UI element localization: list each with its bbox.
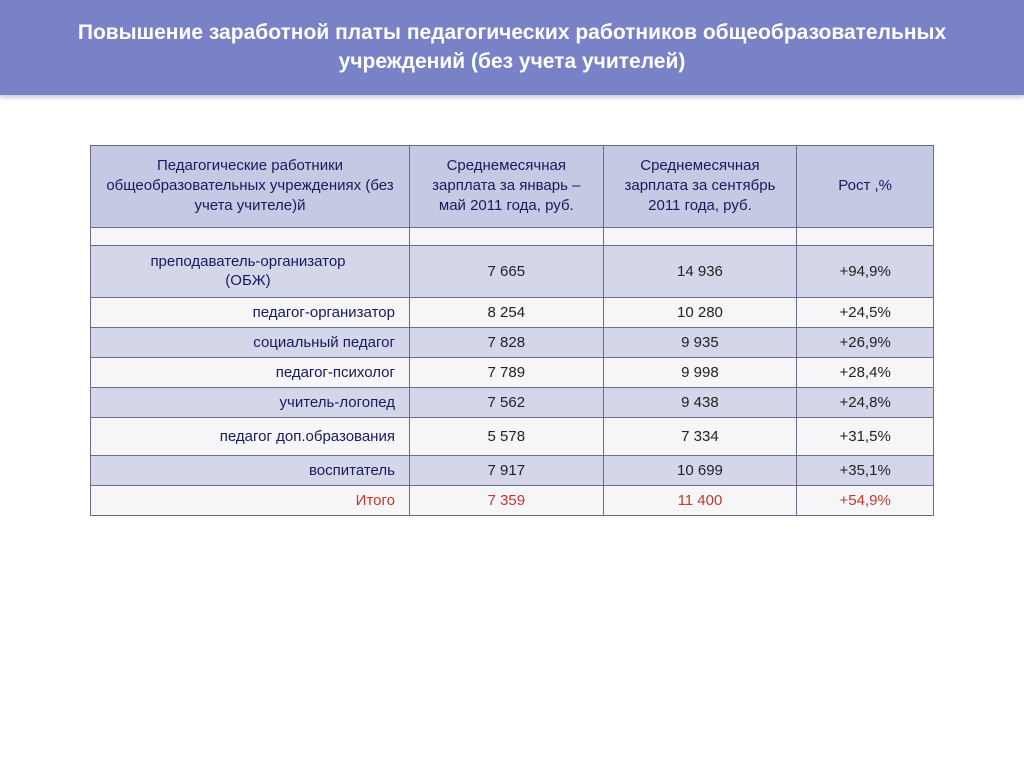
page-title: Повышение заработной платы педагогически…: [0, 0, 1024, 95]
salary-table: Педагогические работники общеобразовател…: [90, 145, 934, 516]
cell-sep: 14 936: [603, 245, 797, 297]
cell-sep: 9 998: [603, 357, 797, 387]
table-row-total: Итого7 35911 400+54,9%: [91, 485, 934, 515]
cell-growth: +24,5%: [797, 297, 934, 327]
cell-sep: 10 699: [603, 455, 797, 485]
cell-jan_may: 7 917: [409, 455, 603, 485]
table-row: педагог доп.образования5 5787 334+31,5%: [91, 417, 934, 455]
row-label: воспитатель: [91, 455, 410, 485]
table-row: преподаватель-организатор(ОБЖ)7 66514 93…: [91, 245, 934, 297]
cell-growth: +24,8%: [797, 387, 934, 417]
row-label: учитель-логопед: [91, 387, 410, 417]
table-body: преподаватель-организатор(ОБЖ)7 66514 93…: [91, 227, 934, 515]
table-header: Педагогические работники общеобразовател…: [91, 145, 934, 227]
row-label: социальный педагог: [91, 327, 410, 357]
cell-growth: +35,1%: [797, 455, 934, 485]
table-row: воспитатель7 91710 699+35,1%: [91, 455, 934, 485]
cell-jan_may: 7 828: [409, 327, 603, 357]
cell: [603, 227, 797, 245]
cell-sep: 10 280: [603, 297, 797, 327]
total-jan_may: 7 359: [409, 485, 603, 515]
cell: [797, 227, 934, 245]
row-label: педагог-организатор: [91, 297, 410, 327]
cell-growth: +31,5%: [797, 417, 934, 455]
col-header-janmay: Среднемесячная зарплата за январь – май …: [409, 145, 603, 227]
total-growth: +54,9%: [797, 485, 934, 515]
table-row: учитель-логопед7 5629 438+24,8%: [91, 387, 934, 417]
table-row: социальный педагог7 8289 935+26,9%: [91, 327, 934, 357]
row-label: педагог-психолог: [91, 357, 410, 387]
total-label: Итого: [91, 485, 410, 515]
cell-growth: +28,4%: [797, 357, 934, 387]
total-sep: 11 400: [603, 485, 797, 515]
cell-sep: 9 438: [603, 387, 797, 417]
table-row: педагог-организатор8 25410 280+24,5%: [91, 297, 934, 327]
cell-growth: +94,9%: [797, 245, 934, 297]
col-header-sep: Среднемесячная зарплата за сентябрь 2011…: [603, 145, 797, 227]
cell-jan_may: 7 562: [409, 387, 603, 417]
cell-sep: 7 334: [603, 417, 797, 455]
cell-jan_may: 7 665: [409, 245, 603, 297]
cell-jan_may: 5 578: [409, 417, 603, 455]
cell: [409, 227, 603, 245]
row-label: преподаватель-организатор(ОБЖ): [91, 245, 410, 297]
col-header-growth: Рост ,%: [797, 145, 934, 227]
table-row: педагог-психолог7 7899 998+28,4%: [91, 357, 934, 387]
table-row: [91, 227, 934, 245]
cell-jan_may: 7 789: [409, 357, 603, 387]
cell-jan_may: 8 254: [409, 297, 603, 327]
cell: [91, 227, 410, 245]
cell-growth: +26,9%: [797, 327, 934, 357]
table-container: Педагогические работники общеобразовател…: [0, 145, 1024, 516]
col-header-category: Педагогические работники общеобразовател…: [91, 145, 410, 227]
row-label: педагог доп.образования: [91, 417, 410, 455]
title-text: Повышение заработной платы педагогически…: [78, 21, 946, 73]
cell-sep: 9 935: [603, 327, 797, 357]
